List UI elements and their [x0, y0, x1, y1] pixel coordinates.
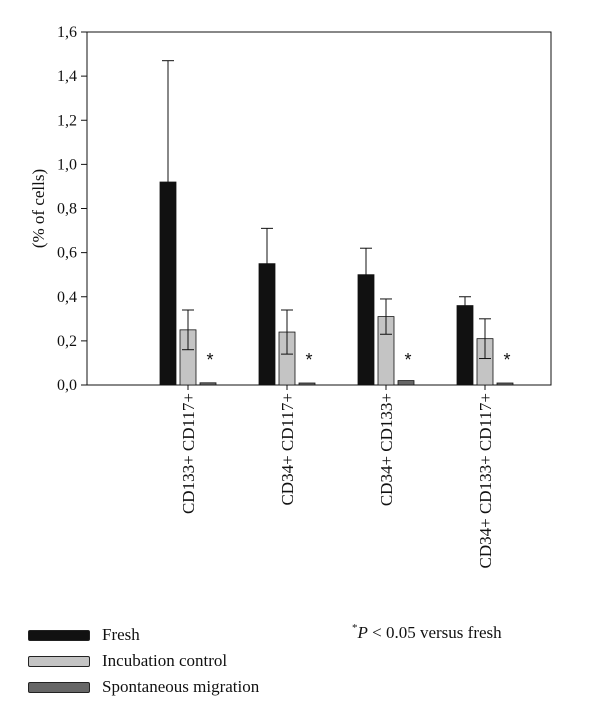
bar-1-cat-3 [357, 274, 375, 386]
significance-asterisk: * [404, 350, 411, 370]
significance-footnote: *P < 0.05 versus fresh [352, 622, 502, 643]
legend-label-fresh: Fresh [102, 625, 140, 644]
y-tick-label: 1,6 [57, 24, 77, 41]
bar-1-cat-1 [159, 181, 177, 386]
y-tick-label: 0,8 [57, 201, 77, 218]
y-tick-label: 1,4 [57, 68, 77, 85]
footnote-p: P [357, 623, 368, 642]
bar-1-cat-4 [456, 305, 474, 386]
y-tick-label: 0,2 [57, 333, 77, 350]
footnote-text: < 0.05 versus fresh [367, 623, 502, 642]
legend-swatch-fresh [28, 629, 90, 641]
bar-3-cat-4 [496, 382, 514, 386]
legend-swatch-spontaneous-migration [28, 681, 90, 693]
bar-1-cat-2 [258, 263, 276, 386]
y-tick-label: 0,6 [57, 245, 77, 262]
y-axis-label: (% of cells) [29, 169, 48, 248]
x-category-label: CD34+ CD133+ [377, 393, 396, 506]
legend-label-spontaneous-migration: Spontaneous migration [102, 677, 260, 696]
plot-frame [86, 31, 552, 386]
legend-swatch-incubation-control [28, 655, 90, 667]
legend-label-incubation-control: Incubation control [102, 651, 228, 670]
x-category-label: CD34+ CD117+ [278, 393, 297, 506]
significance-asterisk: * [305, 350, 312, 370]
bar-3-cat-2 [298, 382, 316, 386]
footnote-asterisk: * [352, 622, 358, 634]
significance-asterisk: * [206, 350, 213, 370]
bar-3-cat-1 [199, 382, 217, 386]
significance-asterisk: * [503, 350, 510, 370]
x-category-label: CD133+ CD117+ [179, 393, 198, 514]
legend-item-incubation-control: Incubation control [28, 648, 259, 674]
y-tick-label: 0,4 [57, 289, 77, 306]
y-tick-label: 1,0 [57, 156, 77, 173]
legend: Fresh Incubation control Spontaneous mig… [28, 622, 259, 700]
legend-item-spontaneous-migration: Spontaneous migration [28, 674, 259, 700]
bar-3-cat-3 [397, 380, 415, 386]
legend-item-fresh: Fresh [28, 622, 259, 648]
x-category-label: CD34+ CD133+ CD117+ [476, 393, 495, 568]
y-tick-label: 0,0 [57, 377, 77, 394]
y-tick-label: 1,2 [57, 112, 77, 129]
